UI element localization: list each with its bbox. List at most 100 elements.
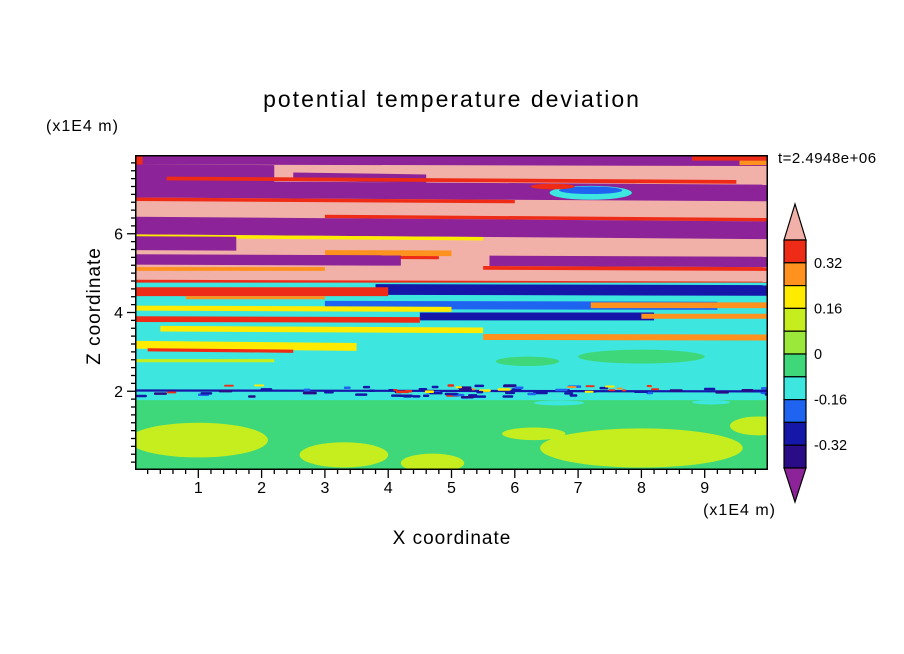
contour-layer [584,390,594,393]
contour-layer [218,389,233,393]
contour-layer [514,386,524,390]
colorbar-tick-label: -0.32 [814,438,847,454]
contour-layer [388,389,394,392]
contour-layer [418,387,428,391]
contour-layer [299,442,389,468]
contour-layer [135,254,401,266]
contour-layer [135,316,420,323]
contour-layer [567,386,577,388]
contour-plot [135,155,768,470]
contour-layer [715,391,729,394]
contour-layer [730,416,768,436]
x-tick-label: 1 [194,480,203,497]
contour-layer [504,391,516,395]
contour-layer [135,359,275,363]
colorbar-segment [783,376,807,401]
contour-layer [147,348,294,353]
contour-layer [646,385,652,387]
contour-layer [692,400,731,405]
contour-layer [224,384,234,387]
contour-layer [135,305,452,312]
y-axis-label: Z coordinate [84,247,105,365]
contour-layer [621,389,627,392]
contour-layer [585,385,595,388]
contour-layer [135,394,147,398]
contour-layer [200,392,213,395]
contour-layer [395,390,409,394]
contour-layer [474,384,485,388]
contour-layer [616,387,623,390]
contour-layer [458,388,473,392]
contour-layer [530,183,575,190]
colorbar-tick-label: 0.16 [814,301,842,317]
contour-layer [135,155,768,167]
contour-layer [483,333,768,341]
contour-layer [599,386,609,390]
contour-layer [739,160,768,166]
colorbar: 0.32 0.16 0 -0.16 -0.32 [783,201,847,504]
contour-layer [564,392,574,395]
colorbar-bottom-arrow [783,467,807,504]
contour-layer [460,396,474,399]
contour-layer [254,384,265,387]
figure-title: potential temperature deviation [263,86,641,112]
time-label: t=2.4948e+06 [778,150,877,167]
contour-layer [444,392,458,396]
contour-layer [495,356,560,367]
x-tick-label: 3 [320,480,329,497]
plot-frame [135,155,768,470]
contour-layer [343,386,351,389]
colorbar-segment [783,330,807,355]
contour-layer [559,186,623,195]
contour-layer [703,387,716,391]
contour-layer [260,388,273,391]
contour-layer [502,384,516,388]
y-tick-label: 4 [114,305,123,322]
contour-layer [569,394,578,397]
colorbar-segment [783,353,807,378]
contour-layer [403,395,412,398]
contour-layer [483,266,768,271]
colorbar-tick-label: 0.32 [814,256,842,272]
contour-layer [646,391,654,395]
contour-layer [135,267,325,271]
contour-layer [497,388,511,391]
contour-layer [533,391,548,395]
contour-layer [400,453,465,470]
colorbar-segment [783,284,807,309]
contour-layer [166,391,177,394]
x-tick-label: 2 [257,480,266,497]
contour-layer [135,287,389,297]
contour-layer [669,389,683,392]
contour-layer [502,427,566,441]
contour-layer [555,388,568,392]
contour-layer [578,349,705,364]
contour-layer [135,236,237,251]
x-axis-unit-label: (x1E4 m) [703,502,776,519]
contour-layer [760,387,768,390]
colorbar-top-arrow [783,201,807,241]
contour-layer [166,176,737,184]
colorbar-segment [783,421,807,446]
x-tick-label: 8 [637,480,646,497]
contour-layer [135,422,268,458]
contour-layer [248,395,256,398]
contour-layer [540,428,743,468]
contour-layer [476,390,484,394]
colorbar-tick-label: -0.16 [814,393,847,409]
contour-layer [375,284,768,296]
y-tick-label: 6 [114,226,123,243]
x-axis-label: X coordinate [392,528,512,549]
contour-layer [324,390,334,394]
contour-layer [741,389,754,392]
z-axis-unit-label: (x1E4 m) [46,118,119,135]
contour-layer [634,390,648,394]
contour-layer [641,313,768,319]
colorbar-tick-label: 0 [814,347,822,363]
contour-layer [533,400,585,406]
contour-layer [651,388,660,391]
contour-layer [489,255,768,268]
contour-layer [160,325,484,334]
x-tick-label: 4 [384,480,393,497]
